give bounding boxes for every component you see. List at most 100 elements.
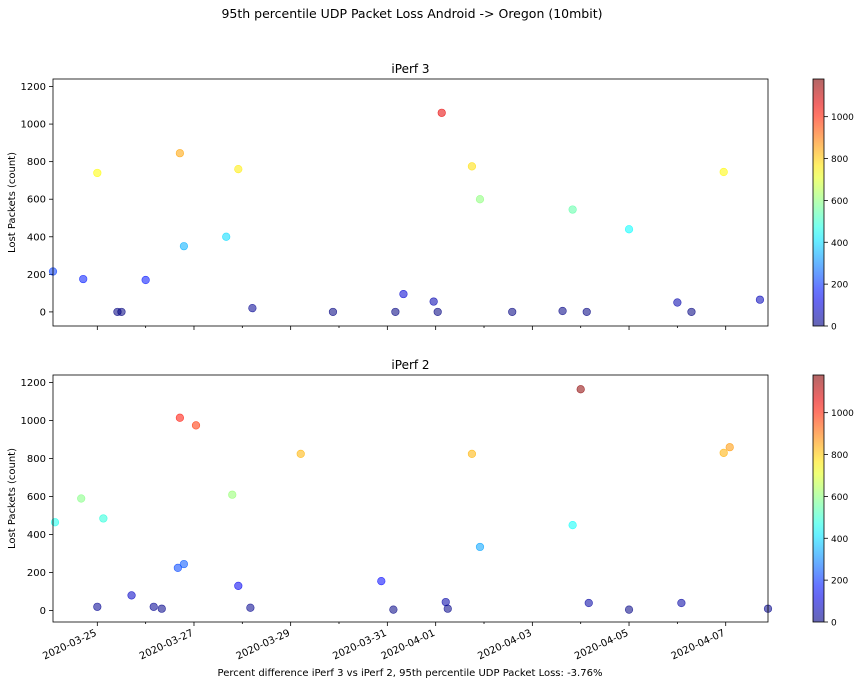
x-tick-label: 2020-03-29 — [235, 628, 292, 663]
data-point — [222, 232, 231, 241]
data-point — [677, 598, 686, 608]
data-point — [234, 165, 243, 174]
data-point — [624, 225, 634, 234]
data-point — [558, 306, 567, 316]
y-tick-label: 200 — [27, 568, 46, 579]
data-point — [399, 289, 408, 299]
panel-title: iPerf 3 — [391, 62, 429, 76]
data-point — [437, 108, 446, 117]
colorbar-tick-label: 600 — [831, 493, 848, 503]
panel-title: iPerf 2 — [391, 358, 429, 372]
data-point — [50, 518, 60, 527]
colorbar-gradient — [812, 78, 825, 327]
x-tick-label: 2020-04-03 — [476, 628, 533, 663]
colorbar-tick-label: 200 — [831, 577, 848, 587]
colorbar-tick-label: 0 — [831, 323, 837, 333]
data-point — [391, 307, 400, 317]
data-point — [141, 275, 150, 285]
y-axis-label: Lost Packets (count) — [7, 448, 18, 549]
data-point — [433, 307, 442, 317]
colorbar-tick-label: 200 — [831, 281, 848, 291]
colorbar: 0 200 400 600 800 1000 — [812, 78, 854, 333]
data-point — [149, 602, 158, 611]
data-point — [246, 603, 255, 612]
y-tick-label: 200 — [27, 270, 46, 281]
panel-2: iPerf 2 Lost Packets (count) 0 200 400 600 800… — [7, 358, 854, 662]
y-tick-label: 600 — [27, 195, 46, 206]
x-tick-label: 2020-04-07 — [670, 628, 727, 663]
figure-title: 95th percentile UDP Packet Loss Android … — [221, 6, 602, 21]
y-tick-label: 0 — [40, 606, 46, 617]
data-point — [93, 602, 102, 611]
data-point — [296, 449, 305, 458]
y-tick-label: 1200 — [21, 378, 46, 389]
colorbar-tick-label: 400 — [831, 239, 848, 249]
figure-footer: Percent difference iPerf 3 vs iPerf 2, 9… — [218, 668, 603, 679]
data-point — [624, 605, 634, 614]
colorbar: 0 200 400 600 800 1000 — [812, 374, 854, 629]
data-point — [117, 307, 126, 317]
y-tick-label: 400 — [27, 232, 46, 243]
data-point — [77, 494, 86, 503]
data-point — [582, 307, 591, 317]
data-point — [475, 195, 485, 204]
data-point — [584, 598, 593, 608]
data-point — [93, 168, 102, 178]
x-tick-label: 2020-04-01 — [380, 628, 437, 663]
colorbar-gradient — [812, 374, 825, 623]
data-point — [179, 242, 189, 251]
y-tick-label: 400 — [27, 530, 46, 541]
colorbar-tick-label: 1000 — [831, 113, 854, 123]
data-point — [191, 421, 201, 430]
panel-1: iPerf 3 Lost Packets (count) 0 200 400 600 800… — [7, 62, 854, 333]
colorbar-tick-label: 800 — [831, 155, 848, 165]
data-point — [467, 162, 477, 171]
data-point — [328, 307, 338, 317]
data-point — [157, 604, 166, 613]
data-point — [234, 581, 243, 591]
axes-frame — [52, 374, 769, 623]
x-tick-label: 2020-03-31 — [331, 628, 388, 663]
data-point — [719, 448, 728, 458]
data-point — [175, 413, 184, 422]
data-point — [475, 542, 485, 552]
data-point — [568, 205, 577, 214]
data-point — [673, 298, 682, 307]
y-tick-label: 1200 — [21, 82, 46, 93]
y-tick-label: 0 — [40, 307, 46, 318]
data-point — [228, 490, 237, 499]
data-point — [127, 591, 136, 600]
data-point — [719, 167, 728, 177]
colorbar-tick-label: 400 — [831, 535, 848, 545]
axes-frame — [52, 78, 769, 327]
data-point — [568, 520, 577, 530]
y-tick-label: 1000 — [21, 416, 46, 427]
data-point — [508, 307, 517, 317]
y-tick-label: 800 — [27, 157, 46, 168]
data-point — [173, 563, 182, 572]
data-point — [377, 577, 386, 586]
data-point — [755, 295, 765, 304]
data-point — [467, 449, 477, 458]
data-point — [725, 443, 734, 452]
data-point — [179, 559, 189, 569]
data-point — [429, 297, 438, 306]
y-tick-label: 800 — [27, 454, 46, 465]
y-axis-label: Lost Packets (count) — [7, 152, 18, 253]
data-point — [99, 514, 108, 523]
colorbar-tick-label: 0 — [831, 619, 837, 629]
data-point — [443, 604, 452, 613]
data-point — [79, 274, 88, 284]
data-point — [389, 605, 398, 614]
colorbar-tick-label: 800 — [831, 451, 848, 461]
x-tick-label: 2020-03-27 — [138, 628, 195, 663]
data-point — [687, 307, 696, 317]
y-tick-label: 1000 — [21, 120, 46, 131]
colorbar-tick-label: 1000 — [831, 409, 854, 419]
y-tick-label: 600 — [27, 492, 46, 503]
colorbar-tick-label: 600 — [831, 197, 848, 207]
data-point — [576, 385, 585, 394]
data-point — [248, 304, 257, 313]
x-tick-label: 2020-04-05 — [573, 628, 630, 663]
